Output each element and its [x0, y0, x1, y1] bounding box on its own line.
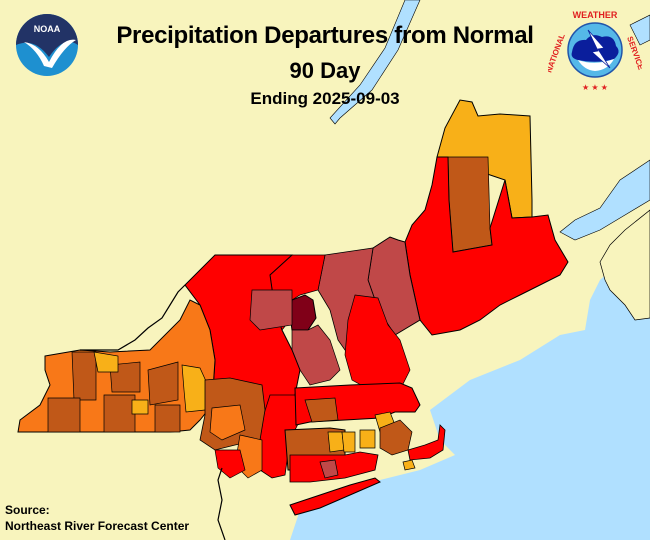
noaa-logo: NOAA — [5, 3, 89, 87]
source-attribution: Source: Northeast River Forecast Center — [5, 502, 189, 534]
region-ct-gold-2 — [341, 431, 356, 453]
region-ny-west-gold-1 — [93, 351, 119, 373]
svg-text:SERVICE: SERVICE — [625, 35, 642, 72]
region-darkest-county — [289, 294, 317, 331]
region-ny-west-brown-5 — [147, 361, 179, 406]
region-maine-piscataquis — [447, 156, 493, 253]
svg-text:NATIONAL: NATIONAL — [548, 32, 567, 73]
st-lawrence-river — [329, 0, 421, 125]
nws-logo: WEATHER NATIONAL SERVICE ★ ★ ★ — [548, 10, 642, 92]
atlantic-ocean — [290, 248, 650, 540]
region-ma-central-brown — [304, 397, 339, 423]
bay-of-fundy — [559, 159, 650, 241]
nova-scotia-land — [599, 209, 650, 321]
region-ny-west-brown-6 — [154, 404, 181, 433]
source-label: Source: — [5, 503, 50, 517]
map-title: Precipitation Departures from Normal — [116, 22, 534, 49]
noaa-logo-text: NOAA — [34, 24, 61, 34]
region-ct-gold-1 — [327, 431, 345, 453]
svg-text:★ ★ ★: ★ ★ ★ — [582, 83, 608, 92]
region-ct-rose — [319, 459, 339, 479]
region-ny-southern-orange — [209, 404, 246, 441]
gulf-of-st-lawrence — [629, 14, 650, 46]
region-lower-hudson-red — [214, 449, 246, 479]
lake-ontario-shore — [80, 284, 186, 351]
region-ny-west-brown-3 — [103, 394, 136, 433]
region-ny-west-brown-1 — [71, 351, 97, 401]
region-rhode-island-gold — [359, 429, 376, 449]
region-ny-rose-patch — [249, 289, 293, 331]
map-ending-date: Ending 2025-09-03 — [250, 89, 400, 108]
region-marthas-vineyard — [402, 459, 416, 471]
svg-text:WEATHER: WEATHER — [573, 10, 618, 20]
source-value: Northeast River Forecast Center — [5, 519, 190, 533]
region-long-island — [289, 477, 381, 516]
map-period: 90 Day — [289, 58, 361, 83]
region-cape-cod — [407, 424, 446, 461]
region-ny-west-gold-2 — [131, 399, 149, 415]
state-boundary-nj — [217, 467, 226, 540]
region-ny-west-brown-2 — [47, 397, 81, 433]
